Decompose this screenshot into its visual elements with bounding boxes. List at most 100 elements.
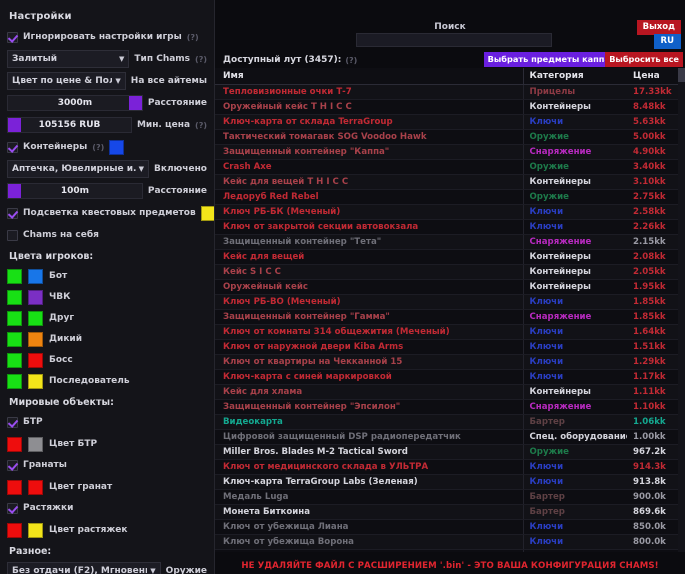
table-row[interactable]: Кейс S I C C Контейнеры 2.05kk [215,264,685,280]
table-row[interactable]: Кейс для вещей Контейнеры 2.08kk [215,249,685,265]
setting-min-price[interactable]: 105156 RUB Мин. цена (?) [7,115,207,135]
setting-loot-distance[interactable]: 100m Расстояние [7,181,207,201]
color-swatch-secondary[interactable] [28,373,43,389]
table-row[interactable]: Тепловизионные очки Т-7 Прицелы 17.33kk [215,84,685,100]
color-swatch-primary[interactable] [7,352,22,368]
color-swatch-secondary[interactable] [28,436,43,452]
setting-chams-type[interactable]: Залитый ▼ Тип Chams (?) [7,49,207,69]
misc-setting-row[interactable]: Без отдачи (F2), Мгновенное п▼ Оружие [7,561,207,574]
table-row[interactable]: Ключ от наружной двери Kiba Arms Ключи 1.5… [215,339,685,355]
table-row[interactable]: Светодиодный трансиллюминатор кожи LEDXБ… [215,549,685,552]
table-row[interactable]: Crash Axe Оружие 3.40kk [215,159,685,175]
color-swatch-quest-items[interactable] [200,205,214,221]
color-swatch-primary[interactable] [7,522,22,538]
cell-item-category: Ключи [522,294,627,310]
table-row[interactable]: Оружейный кейс Контейнеры 1.95kk [215,279,685,295]
table-row[interactable]: Ключ-карта TerraGroup Labs (Зеленая) Ключ… [215,474,685,490]
help-icon-ignore-game-settings[interactable]: (?) [186,32,199,42]
color-swatch-containers[interactable] [109,139,125,155]
setting-ignore-game-settings[interactable]: Игнорировать настройки игры (?) [7,27,207,47]
world-object-toggle-row[interactable]: Растяжки [7,498,207,518]
table-row[interactable]: Тактический томагавк SOG Voodoo Hawk Оруж… [215,129,685,145]
color-swatch-primary[interactable] [7,289,22,305]
table-row[interactable]: Оружейный кейс T H I C C Контейнеры 8.48kk [215,99,685,115]
loot-scrollbar-thumb[interactable] [678,68,685,82]
table-row[interactable]: Цифровой защищенный DSP радиопередатчик С… [215,429,685,445]
help-icon-containers[interactable]: (?) [92,142,105,152]
color-swatch-secondary[interactable] [28,522,43,538]
column-header-price[interactable]: Цена [627,68,685,85]
checkbox-quest-items[interactable] [7,207,18,219]
color-swatch-secondary[interactable] [28,268,43,284]
checkbox-containers[interactable] [7,141,18,153]
color-swatch-secondary[interactable] [28,331,43,347]
table-row[interactable]: Защищенный контейнер "Каппа" Снаряжение 4.… [215,144,685,160]
checkbox-world-object[interactable] [7,502,18,514]
table-row[interactable]: Кейс для вещей T H I C C Контейнеры 3.10kk [215,174,685,190]
help-icon-loot[interactable]: (?) [345,55,358,65]
select-kappa-items-button[interactable]: Выбрать предметы каппа [483,52,614,67]
setting-chams-self[interactable]: Chams на себя [7,225,207,245]
table-row[interactable]: Ключ от квартиры на Чекканной 15 Ключи 1.2… [215,354,685,370]
table-row[interactable]: Ключ РБ-ВО (Меченый) Ключи 1.85kk [215,294,685,310]
table-row[interactable]: Кейс для хлама Контейнеры 1.11kk [215,384,685,400]
color-swatch-secondary[interactable] [28,352,43,368]
table-row[interactable]: Ключ от комнаты 314 общежития (Меченый) К… [215,324,685,340]
color-swatch-primary[interactable] [7,479,22,495]
table-row[interactable]: Видеокарта Бартер 1.06kk [215,414,685,430]
color-swatch-secondary[interactable] [28,479,43,495]
loot-scrollbar[interactable] [678,68,685,552]
table-row[interactable]: Ледоруб Red Rebel Оружие 2.75kk [215,189,685,205]
table-row[interactable]: Медаль Luga Бартер 900.0k [215,489,685,505]
table-row[interactable]: Ключ от убежища Лиана Ключи 850.0k [215,519,685,535]
table-row[interactable]: Монета Биткоина Бартер 869.6k [215,504,685,520]
table-row[interactable]: Ключ-карта от склада TerraGroup Ключи 5.63… [215,114,685,130]
exit-button[interactable]: Выход [636,20,681,35]
setting-distance[interactable]: 3000m Расстояние [7,93,207,113]
help-icon-min-price[interactable]: (?) [195,120,207,130]
table-row[interactable]: Ключ-карта с синей маркировкой Ключи 1.17k… [215,369,685,385]
column-header-category[interactable]: Категория [522,68,627,85]
slider-loot-distance[interactable]: 100m [7,183,143,199]
slider-min-price[interactable]: 105156 RUB [7,117,132,133]
table-row[interactable]: Защищенный контейнер "Гамма" Снаряжение 1.… [215,309,685,325]
drop-all-button[interactable]: Выбросить все [605,52,683,67]
dropdown-loot-filter[interactable]: Аптечка, Ювелирные и... ▼ [7,160,149,178]
column-header-name[interactable]: Имя [215,68,523,85]
checkbox-chams-self[interactable] [7,229,18,241]
setting-quest-items[interactable]: Подсветка квестовых предметов [7,203,214,223]
slider-distance-handle[interactable] [128,96,142,110]
world-object-toggle-row[interactable]: Гранаты [7,455,207,475]
table-row[interactable]: Защищенный контейнер "Эпсилон" Снаряжение… [215,399,685,415]
setting-containers[interactable]: Контейнеры (?) [7,137,207,157]
table-row[interactable]: Ключ от закрытой секции автовокзала Ключи… [215,219,685,235]
color-swatch-primary[interactable] [7,331,22,347]
slider-min-price-handle[interactable] [8,118,21,132]
search-input[interactable] [356,33,552,47]
slider-loot-distance-handle[interactable] [8,184,21,198]
dropdown-color-mode[interactable]: Цвет по цене & Пользователы ▼ [7,72,126,90]
language-button[interactable]: RU [653,34,681,49]
color-swatch-secondary[interactable] [28,289,43,305]
table-row[interactable]: Ключ от медицинского склада в УЛЬТРА Ключ… [215,459,685,475]
loot-table-container[interactable]: Имя Категория Цена Тепловизионные очки Т… [215,68,685,552]
color-swatch-primary[interactable] [7,310,22,326]
color-swatch-primary[interactable] [7,268,22,284]
color-swatch-primary[interactable] [7,373,22,389]
table-row[interactable]: Ключ от убежища Ворона Ключи 800.0k [215,534,685,550]
world-object-toggle-row[interactable]: БТР [7,412,207,432]
table-row[interactable]: Ключ РБ-БК (Меченый) Ключи 2.58kk [215,204,685,220]
setting-loot-filter[interactable]: Аптечка, Ювелирные и... ▼ Включено [7,159,207,179]
table-row[interactable]: Защищенный контейнер "Тета" Снаряжение 2.1… [215,234,685,250]
checkbox-ignore-game-settings[interactable] [7,31,18,43]
checkbox-world-object[interactable] [7,416,18,428]
setting-color-mode[interactable]: Цвет по цене & Пользователы ▼ На все айт… [7,71,207,91]
color-swatch-secondary[interactable] [28,310,43,326]
slider-distance[interactable]: 3000m [7,95,143,111]
color-swatch-primary[interactable] [7,436,22,452]
checkbox-world-object[interactable] [7,459,18,471]
dropdown-chams-type[interactable]: Залитый ▼ [7,50,130,68]
help-icon-chams-type[interactable]: (?) [195,54,207,64]
table-row[interactable]: Miller Bros. Blades M-2 Tactical Sword Ор… [215,444,685,460]
dropdown-misc[interactable]: Без отдачи (F2), Мгновенное п▼ [7,562,161,574]
